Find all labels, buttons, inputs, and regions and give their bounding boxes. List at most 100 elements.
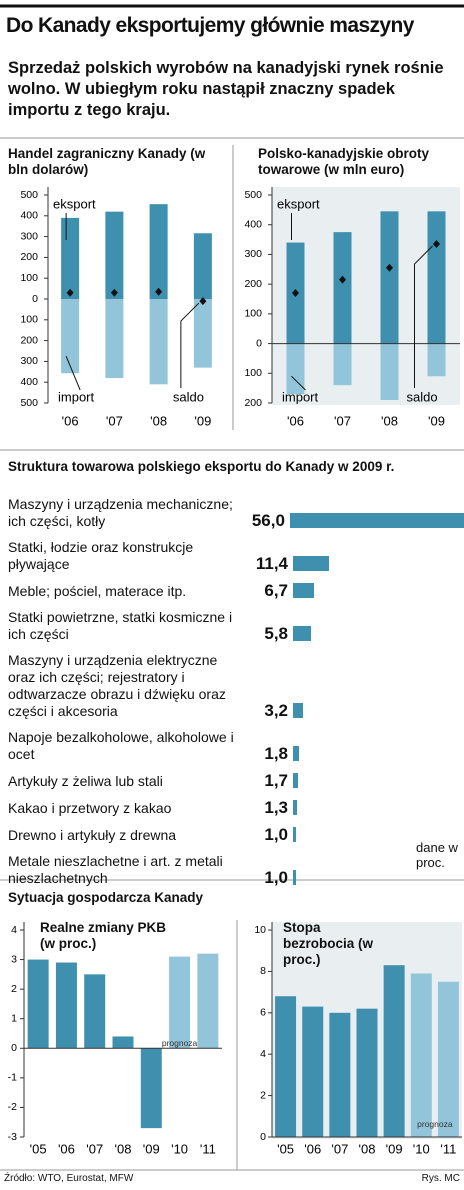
bar — [302, 1006, 324, 1137]
bar — [333, 232, 352, 344]
subtitle: Sprzedaż polskich wyrobów na kanadyjski … — [8, 59, 444, 119]
x-tick-label: '07 — [86, 1141, 103, 1156]
bar — [293, 583, 315, 598]
x-tick-label: '08 — [359, 1141, 376, 1156]
x-tick-label: '06 — [62, 413, 79, 428]
y-tick-label: 500 — [244, 189, 262, 201]
y-tick-label: 100 — [244, 367, 262, 379]
x-tick-label: '09 — [428, 413, 445, 428]
x-tick-label: '08 — [115, 1141, 132, 1156]
value-label: 1,0 — [264, 825, 288, 844]
callout-label: eksport — [53, 196, 96, 211]
bar — [293, 827, 297, 842]
x-tick-label: '07 — [334, 413, 351, 428]
bar — [169, 956, 191, 1049]
category-label: Maszyny i urządzenia elektryczne oraz ic… — [8, 652, 226, 719]
x-tick-label: '08 — [150, 413, 167, 428]
category-label: Statki powietrzne, statki kosmiczne i ic… — [8, 609, 233, 642]
marker — [433, 240, 440, 249]
category-label: Artykuły z żeliwa lub stali — [8, 773, 163, 789]
chart-title: Handel zagraniczny Kanady (w bln dolarów… — [8, 146, 206, 177]
y-tick-label: 2 — [11, 983, 17, 995]
y-tick-label: 0 — [260, 1131, 266, 1143]
bar — [383, 965, 405, 1137]
x-tick-label: '08 — [381, 413, 398, 428]
y-tick-label: 3 — [11, 953, 17, 965]
x-tick-label: '11 — [200, 1141, 216, 1156]
bar — [293, 703, 304, 718]
bar — [193, 299, 212, 368]
y-tick-label: 500 — [20, 189, 38, 201]
bar — [55, 962, 77, 1049]
marker — [386, 263, 393, 272]
y-tick-label: 1 — [11, 1012, 17, 1024]
bar — [105, 211, 124, 299]
bar — [293, 746, 299, 761]
annotation: prognoza — [162, 1038, 198, 1048]
y-tick-label: 100 — [244, 308, 262, 320]
bar — [437, 981, 459, 1137]
y-tick-label: 200 — [20, 334, 38, 346]
marker — [66, 288, 74, 297]
x-tick-label: '09 — [194, 413, 211, 428]
callout-line — [180, 302, 200, 388]
bar-row: Maszyny i urządzenia elektryczne oraz ic… — [8, 652, 464, 720]
bar — [84, 974, 106, 1049]
category-label: Drewno i artykuły z drewna — [8, 827, 177, 843]
category-label: Statki, łodzie oraz konstrukcje pływając… — [8, 539, 194, 572]
bar — [197, 953, 219, 1049]
bar — [140, 1048, 162, 1129]
x-tick-label: '10 — [413, 1141, 430, 1156]
y-tick-label: 100 — [20, 314, 38, 326]
bar — [289, 513, 464, 528]
chart-title: Stopa bezrobocia (w proc.) — [283, 920, 374, 967]
chart-title: Realne zmiany PKB (w proc.) — [40, 920, 167, 951]
value-label: 1,8 — [264, 744, 288, 763]
source: Źródło: WTO, Eurostat, MFW — [4, 1173, 134, 1184]
x-tick-label: '06 — [58, 1141, 75, 1156]
x-tick-label: '10 — [171, 1141, 188, 1156]
bar — [193, 233, 212, 299]
y-tick-label: 8 — [260, 965, 266, 977]
value-label: 1,3 — [264, 798, 288, 817]
value-label: 1,7 — [264, 771, 288, 790]
y-tick-label: 4 — [260, 1048, 266, 1060]
bar — [356, 1008, 378, 1137]
callout-label: saldo — [407, 389, 438, 404]
bar-row: Statki, łodzie oraz konstrukcje pływając… — [8, 539, 464, 573]
y-tick-label: -3 — [8, 1131, 17, 1143]
bar — [293, 800, 298, 815]
marker — [110, 288, 118, 297]
x-tick-label: '07 — [106, 413, 123, 428]
y-tick-label: 500 — [20, 397, 38, 409]
annotation: prognoza — [417, 1119, 453, 1129]
bar — [61, 299, 80, 374]
y-tick-label: 300 — [20, 230, 38, 242]
category-label: Metale nieszlachetne i art. z metali nie… — [8, 853, 223, 886]
title: Do Kanady eksportujemy głównie maszyny — [6, 14, 414, 37]
bar — [410, 973, 432, 1137]
bar-row: Metale nieszlachetne i art. z metali nie… — [8, 853, 464, 887]
marker — [339, 275, 346, 284]
bar — [427, 343, 446, 377]
value-label: 6,7 — [264, 581, 288, 600]
x-tick-label: '06 — [287, 413, 304, 428]
bar — [293, 870, 297, 885]
x-tick-label: '11 — [440, 1141, 456, 1156]
callout-label: eksport — [277, 196, 320, 211]
y-tick-label: 200 — [20, 251, 38, 263]
x-tick-label: '06 — [304, 1141, 321, 1156]
x-tick-label: '09 — [143, 1141, 160, 1156]
y-tick-label: -2 — [8, 1101, 17, 1113]
bar-row: Artykuły z żeliwa lub stali 1,7 — [8, 772, 464, 790]
value-label: 56,0 — [251, 511, 285, 530]
callout-line — [65, 356, 81, 391]
bar — [333, 343, 352, 386]
y-tick-label: 400 — [20, 376, 38, 388]
category-label: Napoje bezalkoholowe, alkoholowe i ocet — [8, 729, 234, 762]
bar — [380, 343, 399, 401]
y-tick-label: 400 — [244, 218, 262, 230]
bar — [27, 959, 49, 1049]
callout-label: import — [58, 389, 95, 404]
